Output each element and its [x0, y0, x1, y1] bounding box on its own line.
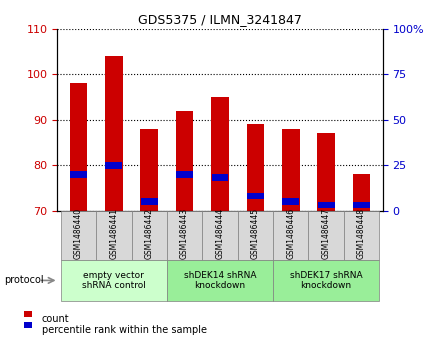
Bar — [70, 171, 87, 178]
Bar — [318, 202, 334, 208]
Text: protocol: protocol — [4, 276, 44, 285]
Text: GSM1486448: GSM1486448 — [357, 208, 366, 259]
Bar — [141, 198, 158, 205]
Text: GSM1486445: GSM1486445 — [251, 208, 260, 259]
Text: empty vector
shRNA control: empty vector shRNA control — [82, 271, 146, 290]
Bar — [353, 202, 370, 208]
Bar — [246, 124, 264, 211]
Text: GSM1486444: GSM1486444 — [216, 208, 224, 259]
Bar — [317, 133, 335, 211]
Bar — [247, 193, 264, 199]
Text: GSM1486446: GSM1486446 — [286, 208, 295, 259]
Text: count: count — [42, 314, 70, 324]
Text: shDEK17 shRNA
knockdown: shDEK17 shRNA knockdown — [290, 271, 363, 290]
Bar — [140, 129, 158, 211]
Bar — [282, 198, 299, 205]
Bar — [353, 174, 370, 211]
Title: GDS5375 / ILMN_3241847: GDS5375 / ILMN_3241847 — [138, 13, 302, 26]
Text: GSM1486447: GSM1486447 — [322, 208, 331, 259]
Text: percentile rank within the sample: percentile rank within the sample — [42, 325, 207, 335]
Text: GSM1486440: GSM1486440 — [74, 208, 83, 259]
Text: GSM1486441: GSM1486441 — [109, 208, 118, 259]
Bar — [70, 83, 87, 211]
Text: shDEK14 shRNA
knockdown: shDEK14 shRNA knockdown — [184, 271, 256, 290]
Text: GSM1486442: GSM1486442 — [145, 208, 154, 259]
Bar — [212, 175, 228, 181]
Bar — [211, 97, 229, 211]
Bar — [176, 111, 194, 211]
Bar — [105, 56, 123, 211]
Bar — [176, 171, 193, 178]
Bar — [282, 129, 300, 211]
Bar — [106, 162, 122, 168]
Text: GSM1486443: GSM1486443 — [180, 208, 189, 259]
